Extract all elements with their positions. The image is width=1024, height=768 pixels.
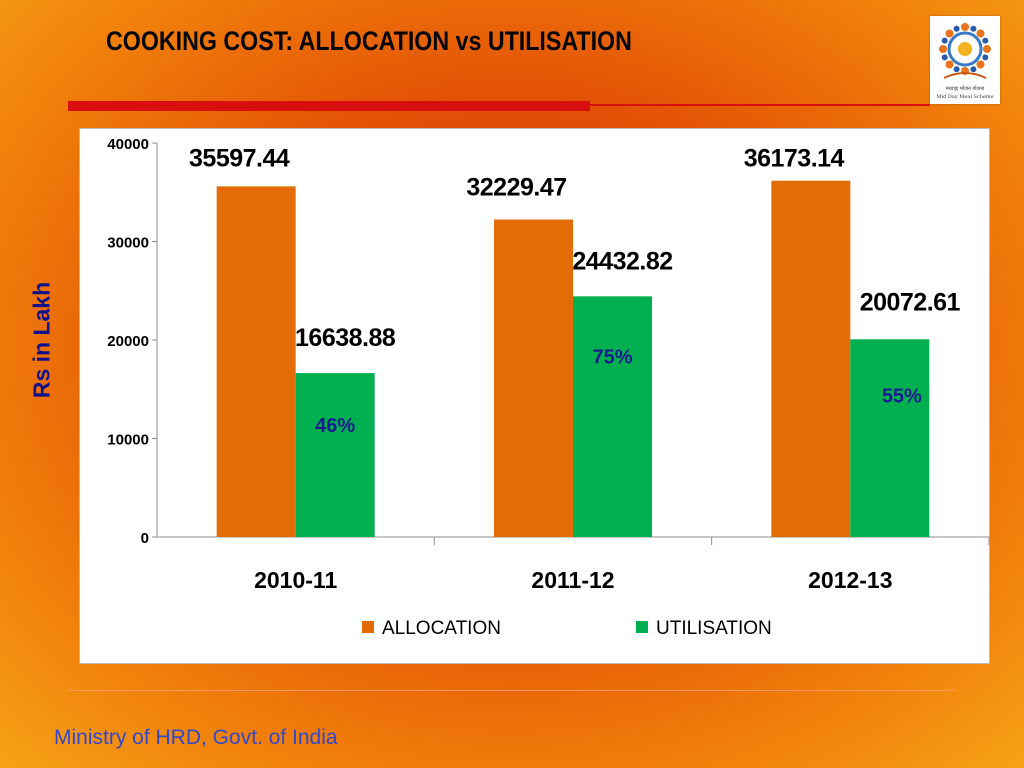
y-tick-label: 10000 bbox=[107, 432, 149, 449]
people-circle-icon bbox=[939, 23, 991, 79]
x-category-label: 2010-11 bbox=[254, 567, 337, 593]
bar-chart: 0 10000 20000 30000 40000 35597.44 16638.88 46%… bbox=[107, 136, 990, 639]
y-tick-label: 40000 bbox=[107, 136, 149, 153]
y-tick-label: 0 bbox=[141, 530, 149, 547]
data-label: 36173.14 bbox=[744, 145, 845, 173]
x-category-label: 2011-12 bbox=[531, 567, 614, 593]
bar-utilisation-2012-13 bbox=[850, 339, 930, 537]
bar-allocation-2010-11 bbox=[216, 186, 296, 537]
legend-label: ALLOCATION bbox=[382, 618, 501, 639]
title-underline-thin bbox=[590, 104, 930, 106]
footer-divider bbox=[68, 690, 956, 691]
data-label: 32229.47 bbox=[466, 174, 566, 202]
data-label: 20072.61 bbox=[860, 288, 961, 316]
bar-utilisation-2010-11 bbox=[295, 373, 375, 537]
footer-text: Ministry of HRD, Govt. of India bbox=[54, 726, 338, 749]
bar-utilisation-2011-12 bbox=[573, 296, 652, 537]
utilisation-percent-label: 75% bbox=[592, 347, 632, 369]
title-underline bbox=[68, 101, 590, 111]
legend-label: UTILISATION bbox=[656, 618, 772, 639]
utilisation-percent-label: 46% bbox=[315, 415, 355, 437]
bar-allocation-2012-13 bbox=[771, 180, 851, 537]
utilisation-percent-label: 55% bbox=[882, 386, 922, 408]
x-category-label: 2012-13 bbox=[808, 567, 892, 593]
chart-panel: 0 10000 20000 30000 40000 35597.44 16638.88 46%… bbox=[79, 128, 990, 664]
y-axis-title: Rs in Lakh bbox=[28, 281, 55, 399]
legend-swatch-utilisation bbox=[636, 621, 648, 633]
y-tick-label: 30000 bbox=[107, 235, 149, 252]
legend-swatch-allocation bbox=[362, 621, 374, 633]
data-label: 24432.82 bbox=[572, 247, 672, 275]
y-tick-label: 20000 bbox=[107, 333, 149, 350]
bar-allocation-2011-12 bbox=[494, 219, 573, 537]
data-label: 35597.44 bbox=[189, 144, 290, 172]
mid-day-meal-logo: मध्याह्न भोजन योजना Mid Day Meal Scheme bbox=[930, 16, 1000, 104]
logo-text-hindi: मध्याह्न भोजन योजना bbox=[945, 86, 985, 92]
data-label: 16638.88 bbox=[295, 324, 396, 352]
slide-title: COOKING COST: ALLOCATION vs UTILISATION bbox=[106, 26, 632, 56]
logo-text-english: Mid Day Meal Scheme bbox=[936, 94, 994, 100]
